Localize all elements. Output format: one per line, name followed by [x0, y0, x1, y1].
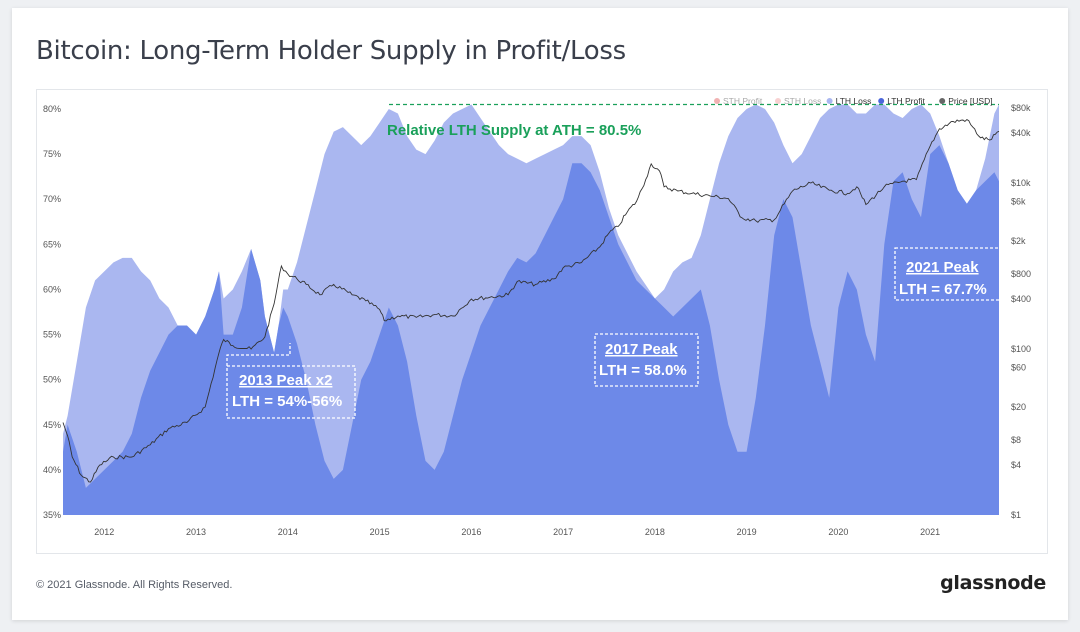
legend-swatch: [775, 98, 781, 104]
annotation-2017-title: 2017 Peak: [605, 341, 678, 358]
annotation-2013: 2013 Peak x2 LTH = 54%-56%: [226, 343, 356, 419]
y-right-tick-label: $80k: [1011, 103, 1031, 113]
x-tick-label: 2017: [553, 527, 573, 537]
footer-copyright: © 2021 Glassnode. All Rights Reserved.: [36, 579, 233, 591]
axes: 35% 40% 45% 50% 55% 60% 65% 70% 75% 80% $1 $4 $8 $20 $…: [43, 103, 1031, 537]
y-left-tick-label: 55%: [43, 330, 61, 340]
chart-svg: glassnode 35%40%45%50%55%60%65%70%75%80%…: [43, 96, 1031, 537]
annotation-2013-sub: LTH = 54%-56%: [232, 393, 342, 410]
y-left-tick-label: 80%: [43, 104, 61, 114]
legend-item: LTH Profit: [887, 96, 925, 106]
x-tick-label: 2019: [737, 527, 757, 537]
y-right-tick-label: $1: [1011, 510, 1021, 520]
x-tick-label: 2018: [645, 527, 665, 537]
ath-annotation: Relative LTH Supply at ATH = 80.5%: [387, 122, 641, 139]
x-tick-label: 2012: [94, 527, 114, 537]
x-tick-label: 2014: [278, 527, 298, 537]
y-right-tick-label: $400: [1011, 294, 1031, 304]
page-title: Bitcoin: Long-Term Holder Supply in Prof…: [36, 36, 626, 66]
legend-item: STH Profit: [723, 96, 763, 106]
annotation-2021: 2021 Peak LTH = 67.7%: [894, 247, 1002, 301]
footer-logo: glassnode: [940, 572, 1046, 594]
y-left-tick-label: 70%: [43, 194, 61, 204]
x-tick-label: 2015: [370, 527, 390, 537]
y-left-tick-label: 65%: [43, 239, 61, 249]
y-right-tick-label: $8: [1011, 435, 1021, 445]
y-right-tick-label: $2k: [1011, 236, 1026, 246]
x-tick-label: 2021: [920, 527, 940, 537]
legend-item: STH Loss: [784, 96, 821, 106]
y-right-tick-label: $40k: [1011, 128, 1031, 138]
chart-card: Bitcoin: Long-Term Holder Supply in Prof…: [12, 8, 1068, 620]
legend-item: LTH Loss: [836, 96, 872, 106]
y-right-tick-label: $6k: [1011, 196, 1026, 206]
price-line: [62, 119, 1000, 483]
y-left-tick-label: 75%: [43, 149, 61, 159]
area-layer: [63, 104, 999, 515]
y-right-tick-label: $800: [1011, 269, 1031, 279]
y-left-tick-label: 40%: [43, 465, 61, 475]
annotation-2013-title: 2013 Peak x2: [239, 372, 332, 389]
annotation-2021-title: 2021 Peak: [906, 259, 979, 276]
y-left-tick-label: 50%: [43, 375, 61, 385]
legend-swatch: [878, 98, 885, 104]
lth-profit-area: [63, 145, 999, 515]
x-tick-label: 2013: [186, 527, 206, 537]
annotation-2017-sub: LTH = 58.0%: [599, 362, 687, 379]
y-right-tick-label: $10k: [1011, 178, 1031, 188]
legend-swatch: [939, 98, 946, 104]
legend-swatch: [714, 98, 720, 104]
y-right-tick-label: $100: [1011, 344, 1031, 354]
x-tick-label: 2020: [828, 527, 848, 537]
annotation-2021-sub: LTH = 67.7%: [899, 281, 987, 298]
y-left-tick-label: 60%: [43, 284, 61, 294]
legend-item: Price [USD]: [948, 96, 992, 106]
chart-legend: STH Profit STH Loss LTH Loss LTH Profit Pric…: [714, 96, 993, 106]
y-right-tick-label: $20: [1011, 402, 1026, 412]
annotation-2017: 2017 Peak LTH = 58.0%: [594, 333, 699, 387]
legend-swatch: [826, 98, 833, 104]
chart-frame: glassnode 35%40%45%50%55%60%65%70%75%80%…: [36, 89, 1048, 554]
y-right-tick-label: $60: [1011, 362, 1026, 372]
y-left-tick-label: 45%: [43, 420, 61, 430]
x-tick-label: 2016: [461, 527, 481, 537]
y-left-tick-label: 35%: [43, 510, 61, 520]
y-right-tick-label: $4: [1011, 460, 1021, 470]
